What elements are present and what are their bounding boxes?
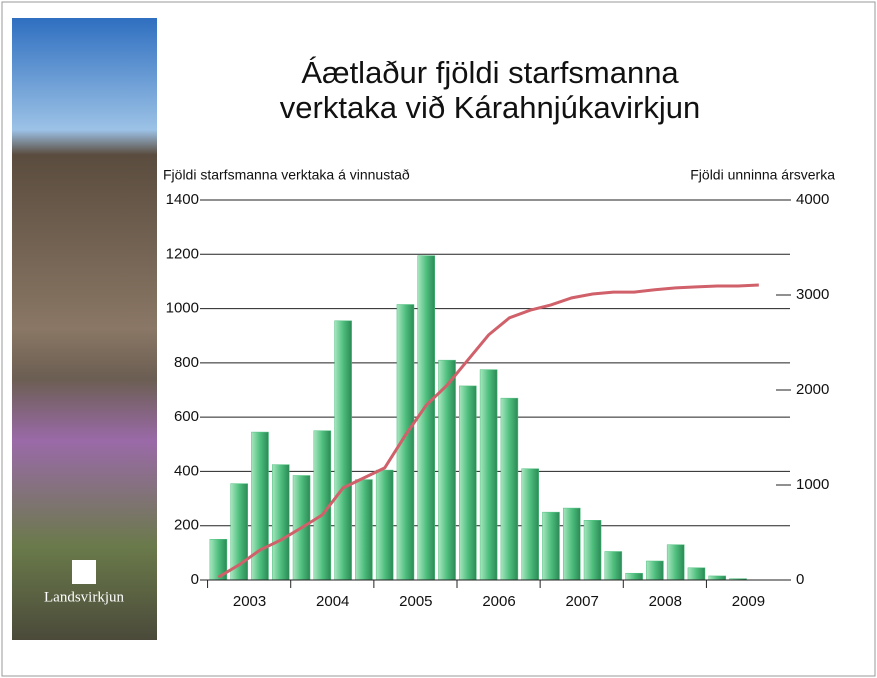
slide: Landsvirkjun Áætlaður fjöldi starfsmanna… [0, 0, 877, 678]
bar [563, 508, 580, 580]
y2-axis-label: Fjöldi unninna ársverka [690, 167, 835, 183]
x-tick-label: 2003 [233, 593, 266, 610]
logo-text: Landsvirkjun [44, 589, 124, 605]
x-tick-label: 2004 [316, 593, 349, 610]
bar [376, 470, 393, 580]
y-tick-label: 0 [191, 571, 199, 588]
bar [335, 321, 352, 580]
bar [355, 480, 372, 580]
bar [646, 561, 663, 580]
bar [251, 432, 268, 580]
y-tick-label: 200 [174, 517, 199, 534]
y-tick-label: 1200 [166, 245, 199, 262]
x-tick-label: 2005 [399, 593, 432, 610]
x-tick-label: 2007 [565, 593, 598, 610]
bar [605, 552, 622, 581]
y-axis-label: Fjöldi starfsmanna verktaka á vinnustað [163, 167, 410, 183]
bar [439, 360, 456, 580]
logo-icon [72, 560, 96, 584]
x-tick-label: 2006 [482, 593, 515, 610]
bar [480, 370, 497, 580]
bar [542, 512, 559, 580]
bar [584, 520, 601, 580]
y2-tick-label: 2000 [796, 381, 829, 398]
bar [626, 573, 643, 580]
photo [12, 18, 157, 640]
bar [459, 386, 476, 580]
bar [522, 469, 539, 580]
y2-tick-label: 3000 [796, 286, 829, 303]
chart-title: verktaka við Kárahnjúkavirkjun [280, 90, 700, 125]
y2-tick-label: 0 [796, 571, 804, 588]
bar [418, 256, 435, 580]
bar [667, 545, 684, 580]
bar [688, 568, 705, 580]
chart-title: Áætlaður fjöldi starfsmanna [301, 55, 679, 90]
x-tick-label: 2008 [649, 593, 682, 610]
chart: Landsvirkjun Áætlaður fjöldi starfsmanna… [0, 0, 877, 678]
y-tick-label: 800 [174, 354, 199, 371]
y-tick-label: 1400 [166, 191, 199, 208]
y-tick-label: 400 [174, 462, 199, 479]
bar [272, 465, 289, 580]
y-tick-label: 600 [174, 408, 199, 425]
y2-tick-label: 4000 [796, 191, 829, 208]
bar [709, 576, 726, 580]
y2-tick-label: 1000 [796, 476, 829, 493]
bar [501, 398, 518, 580]
y-tick-label: 1000 [166, 300, 199, 317]
x-tick-label: 2009 [732, 593, 765, 610]
